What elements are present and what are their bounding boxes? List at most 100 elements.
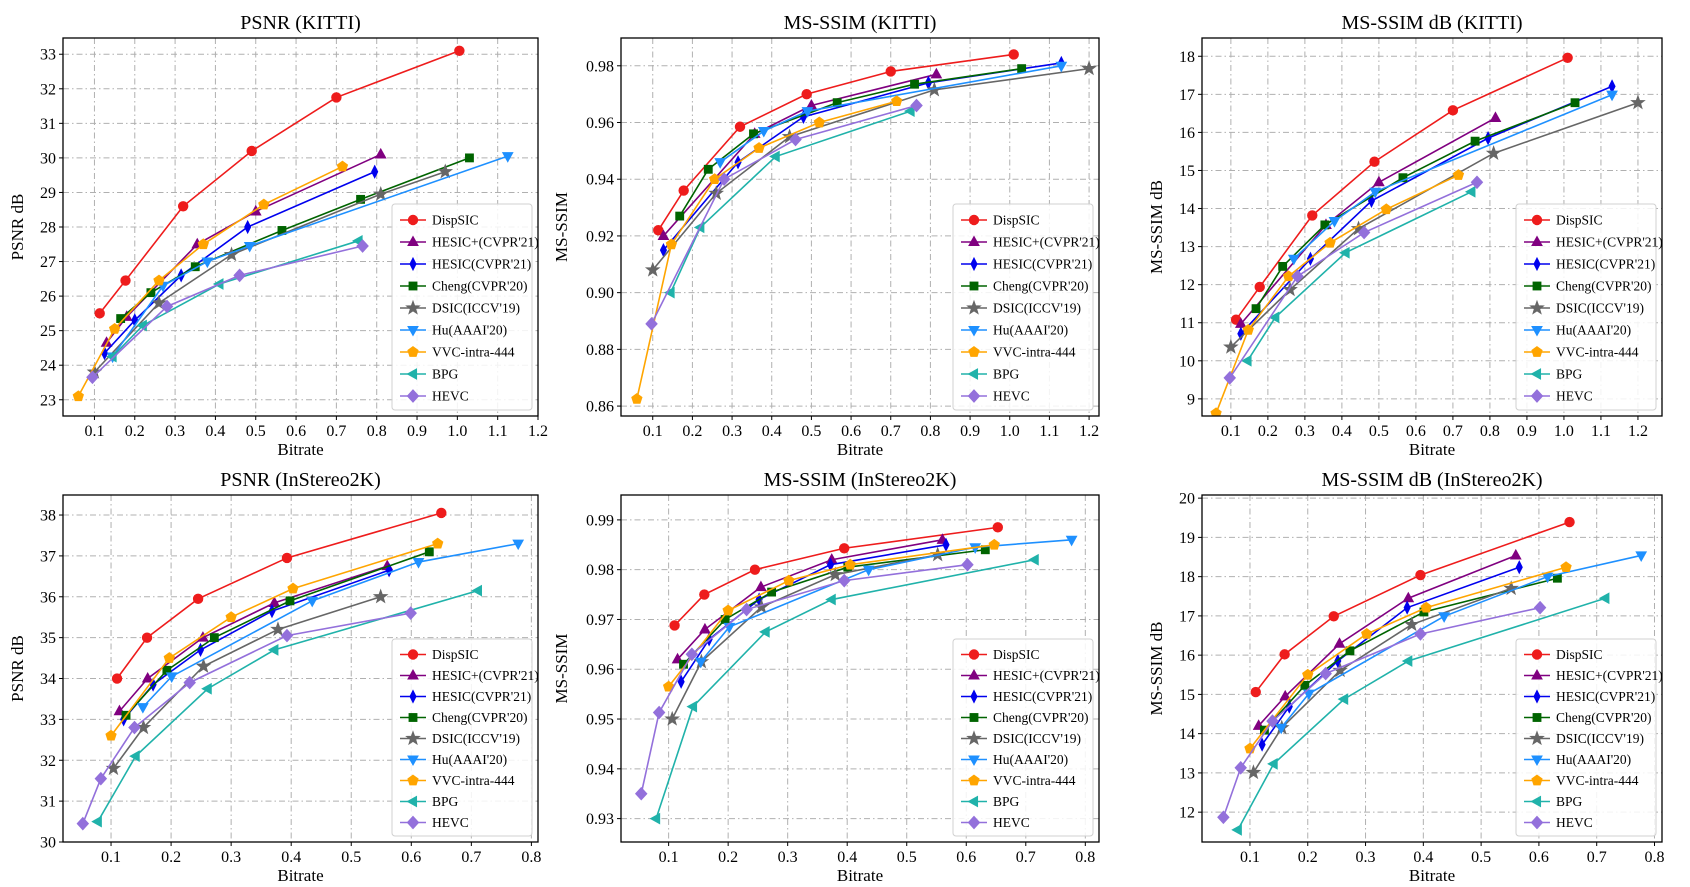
data-point-dispsic (454, 45, 465, 56)
data-point-dispsic (120, 275, 131, 286)
data-point-dsic-iccv-19 (1282, 281, 1298, 297)
data-point-hu-aaai-20 (1275, 723, 1288, 735)
legend-marker (1531, 346, 1543, 357)
data-point-hevc (1533, 600, 1547, 615)
y-tick-label: 17 (1179, 608, 1195, 625)
legend-marker (409, 256, 417, 272)
y-tick-label: 0.94 (586, 172, 614, 189)
legend-label: DispSIC (1556, 647, 1603, 662)
series-line-dispsic (657, 53, 1014, 231)
data-point-dsic-iccv-19 (664, 710, 681, 726)
series-line-hesic-cvpr-21 (123, 569, 390, 720)
subplot-3: 0.1 0.2 0.3 0.4 0.5 0.6 0.7 0.8 0.9 1.0 1.1 1.2 9 10 1… (1147, 12, 1663, 459)
legend-item: HESIC+(CVPR'21) (400, 235, 539, 250)
data-point-dsic-iccv-19 (1081, 60, 1097, 76)
series-line-hu-aaai-20 (719, 65, 1062, 163)
data-point-hevc (1223, 371, 1237, 385)
data-point-vvc-intra-444 (153, 274, 165, 286)
y-axis-label: PSNR dB (8, 194, 27, 261)
data-point-vvc-intra-444 (72, 390, 84, 402)
data-point-vvc-intra-444 (1361, 628, 1373, 639)
legend-label: Hu(AAAI'20) (1556, 323, 1631, 338)
y-tick-label: 33 (40, 47, 56, 64)
data-point-cheng-cvpr-20 (1470, 136, 1480, 146)
x-tick-label: 0.6 (1529, 849, 1549, 866)
legend-item: Cheng(CVPR'20) (400, 710, 527, 725)
data-point-dispsic (992, 522, 1004, 533)
legend-marker (1532, 281, 1542, 291)
x-axis-label: Bitrate (837, 866, 883, 885)
data-point-cheng-cvpr-20 (1320, 220, 1330, 230)
data-point-bpg (1337, 693, 1349, 705)
legend-marker (1531, 755, 1543, 767)
legend-marker (406, 795, 418, 808)
data-point-cheng-cvpr-20 (1570, 98, 1580, 108)
data-point-hu-aaai-20 (201, 257, 214, 269)
data-point-dispsic (281, 552, 293, 564)
data-point-cheng-cvpr-20 (146, 288, 156, 298)
data-point-vvc-intra-444 (197, 238, 209, 250)
data-point-bpg (1267, 758, 1278, 770)
legend-marker (407, 668, 419, 680)
legend-label: DSIC(ICCV'19) (432, 731, 520, 746)
legend-marker (405, 730, 421, 746)
data-point-vvc-intra-444 (783, 574, 795, 586)
legend-marker (1530, 389, 1544, 403)
data-point-cheng-cvpr-20 (980, 545, 990, 555)
data-point-vvc-intra-444 (1452, 169, 1465, 180)
y-tick-label: 32 (40, 81, 56, 98)
data-point-hevc (652, 705, 666, 720)
data-point-cheng-cvpr-20 (356, 194, 366, 204)
data-point-bpg (1268, 311, 1280, 324)
data-point-hevc (645, 317, 658, 331)
legend-marker (970, 689, 978, 704)
data-point-dispsic (1254, 281, 1265, 293)
data-point-hu-aaai-20 (1055, 61, 1068, 73)
legend-marker (406, 389, 420, 403)
legend-marker (407, 774, 419, 786)
x-tick-label: 0.7 (1443, 423, 1463, 440)
legend-label: Cheng(CVPR'20) (1556, 710, 1651, 725)
axes-frame (62, 37, 539, 417)
data-point-vvc-intra-444 (258, 198, 270, 210)
legend-marker (968, 649, 980, 660)
data-point-bpg (1339, 246, 1350, 259)
x-tick-label: 0.6 (286, 423, 306, 440)
data-point-vvc-intra-444 (1560, 561, 1572, 573)
legend-label: VVC-intra-444 (993, 345, 1076, 360)
legend-marker (967, 815, 981, 830)
legend-frame (952, 203, 1094, 411)
legend-label: BPG (432, 367, 459, 382)
data-point-cheng-cvpr-20 (424, 547, 434, 557)
legend-item: DSIC(ICCV'19) (961, 730, 1081, 746)
legend-label: Cheng(CVPR'20) (993, 710, 1088, 725)
x-tick-label: 1.0 (447, 423, 467, 440)
data-point-cheng-cvpr-20 (1552, 573, 1562, 583)
data-point-hevc (1470, 175, 1484, 190)
data-point-hesic-cvpr-21 (826, 557, 835, 572)
data-point-cheng-cvpr-20 (465, 153, 474, 163)
x-tick-label: 0.1 (84, 423, 104, 440)
data-point-hevc (717, 172, 731, 187)
legend-label: HEVC (432, 815, 469, 830)
y-tick-label: 20 (1179, 491, 1195, 508)
legend-item: VVC-intra-444 (400, 773, 515, 788)
x-axis-label: Bitrate (277, 440, 323, 459)
x-tick-label: 0.4 (1413, 849, 1433, 866)
data-point-hu-aaai-20 (1287, 254, 1300, 266)
legend-item: HESIC+(CVPR'21) (400, 668, 539, 683)
series-line-vvc-intra-444 (77, 165, 343, 397)
y-tick-label: 12 (1179, 277, 1195, 294)
data-point-dispsic (331, 92, 342, 103)
data-point-hesic-cvpr-21 (699, 622, 711, 634)
data-point-bpg (267, 644, 279, 656)
y-tick-label: 26 (40, 289, 56, 306)
y-tick-label: 36 (40, 589, 56, 606)
legend-item: HESIC+(CVPR'21) (961, 668, 1100, 683)
x-tick-label: 0.3 (1295, 423, 1315, 440)
data-point-hevc (910, 98, 923, 113)
data-point-dispsic (749, 564, 761, 575)
y-tick-label: 0.95 (586, 712, 614, 729)
legend-frame (1515, 203, 1657, 411)
